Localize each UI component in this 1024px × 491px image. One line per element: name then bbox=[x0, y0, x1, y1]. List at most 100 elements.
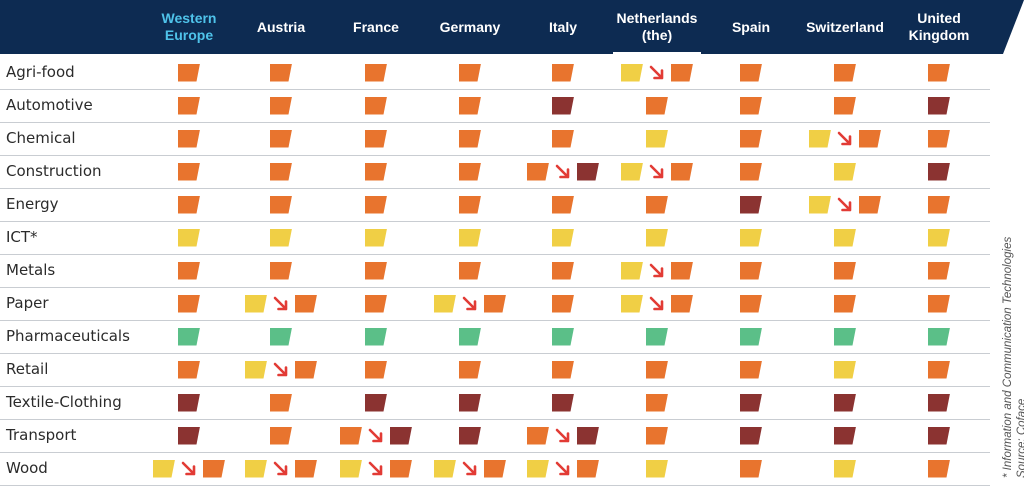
column-header-6: Spain bbox=[731, 18, 771, 35]
sector-label: Textile-Clothing bbox=[6, 393, 122, 411]
downgrade-arrow-icon bbox=[181, 461, 196, 475]
risk-cell bbox=[450, 419, 490, 452]
column-header-8: United Kingdom bbox=[908, 10, 970, 43]
risk-marker-very-high bbox=[740, 195, 762, 214]
risk-cell bbox=[508, 452, 618, 485]
risk-cell bbox=[169, 188, 209, 221]
side-footnotes: * Information and Communication Technolo… bbox=[1001, 237, 1024, 478]
risk-marker-medium bbox=[178, 228, 200, 247]
risk-cell bbox=[261, 254, 301, 287]
risk-cell bbox=[543, 320, 583, 353]
risk-marker-high bbox=[270, 129, 292, 148]
sector-label: Chemical bbox=[6, 129, 76, 147]
risk-cell bbox=[825, 155, 865, 188]
column-header-5: Netherlands (the) bbox=[611, 0, 703, 54]
risk-cell bbox=[637, 221, 677, 254]
risk-cell bbox=[637, 353, 677, 386]
risk-marker-high bbox=[295, 459, 317, 478]
risk-marker-very-high bbox=[178, 426, 200, 445]
risk-marker-high bbox=[552, 129, 574, 148]
sector-label: Transport bbox=[6, 426, 77, 444]
risk-marker-low bbox=[552, 327, 574, 346]
risk-marker-high bbox=[365, 63, 387, 82]
risk-cell bbox=[450, 89, 490, 122]
risk-cell bbox=[356, 122, 396, 155]
downgrade-arrow-icon bbox=[555, 164, 570, 178]
risk-cell bbox=[356, 56, 396, 89]
risk-marker-medium bbox=[527, 459, 549, 478]
risk-marker-high bbox=[577, 459, 599, 478]
sector-label: ICT* bbox=[6, 228, 38, 246]
column-header-4: Italy bbox=[548, 18, 577, 35]
risk-marker-high bbox=[365, 360, 387, 379]
downgrade-arrow-icon bbox=[273, 461, 288, 475]
risk-cell bbox=[825, 89, 865, 122]
risk-marker-medium bbox=[245, 360, 267, 379]
risk-cell bbox=[731, 353, 771, 386]
risk-cell bbox=[919, 353, 959, 386]
sector-row: Energy bbox=[0, 188, 990, 222]
column-header-2: France bbox=[353, 18, 399, 35]
risk-cell bbox=[356, 353, 396, 386]
risk-marker-very-high bbox=[459, 426, 481, 445]
risk-cell bbox=[261, 221, 301, 254]
risk-cell bbox=[731, 287, 771, 320]
risk-cell bbox=[169, 89, 209, 122]
risk-marker-high bbox=[270, 63, 292, 82]
risk-cell bbox=[169, 287, 209, 320]
column-header-3: Germany bbox=[439, 18, 501, 35]
sector-label: Pharmaceuticals bbox=[6, 327, 130, 345]
risk-marker-low bbox=[459, 327, 481, 346]
risk-cell bbox=[169, 221, 209, 254]
risk-marker-high bbox=[552, 261, 574, 280]
risk-marker-high bbox=[834, 63, 856, 82]
risk-marker-high bbox=[178, 162, 200, 181]
risk-cell bbox=[169, 122, 209, 155]
downgrade-arrow-icon bbox=[649, 263, 664, 277]
risk-cell bbox=[919, 452, 959, 485]
risk-marker-high bbox=[365, 96, 387, 115]
risk-marker-high bbox=[178, 360, 200, 379]
risk-cell bbox=[790, 188, 900, 221]
risk-cell bbox=[450, 155, 490, 188]
risk-cell bbox=[261, 155, 301, 188]
risk-cell bbox=[169, 320, 209, 353]
risk-marker-high bbox=[552, 195, 574, 214]
risk-marker-high bbox=[552, 294, 574, 313]
risk-marker-low bbox=[646, 327, 668, 346]
risk-marker-high bbox=[646, 393, 668, 412]
risk-marker-medium bbox=[646, 129, 668, 148]
risk-cell bbox=[450, 221, 490, 254]
risk-cell bbox=[261, 122, 301, 155]
risk-marker-medium bbox=[834, 162, 856, 181]
risk-cell bbox=[637, 386, 677, 419]
sector-row: Textile-Clothing bbox=[0, 386, 990, 420]
risk-cell bbox=[356, 221, 396, 254]
sector-row: Automotive bbox=[0, 89, 990, 123]
risk-cell bbox=[415, 287, 525, 320]
risk-cell bbox=[919, 386, 959, 419]
risk-marker-high bbox=[740, 129, 762, 148]
risk-marker-medium bbox=[834, 360, 856, 379]
risk-marker-high bbox=[859, 129, 881, 148]
risk-cell bbox=[919, 56, 959, 89]
risk-marker-high bbox=[740, 459, 762, 478]
sector-row: Agri-food bbox=[0, 56, 990, 90]
downgrade-arrow-icon bbox=[649, 296, 664, 310]
risk-marker-high bbox=[459, 360, 481, 379]
risk-marker-medium bbox=[809, 195, 831, 214]
risk-cell bbox=[790, 122, 900, 155]
risk-cell bbox=[261, 89, 301, 122]
risk-marker-medium bbox=[646, 459, 668, 478]
risk-cell bbox=[731, 188, 771, 221]
risk-cell bbox=[637, 419, 677, 452]
risk-cell bbox=[169, 155, 209, 188]
risk-cell bbox=[169, 353, 209, 386]
risk-cell bbox=[134, 452, 244, 485]
risk-marker-medium bbox=[809, 129, 831, 148]
risk-marker-medium bbox=[621, 162, 643, 181]
risk-marker-low bbox=[928, 327, 950, 346]
risk-cell bbox=[450, 254, 490, 287]
risk-cell bbox=[543, 221, 583, 254]
downgrade-arrow-icon bbox=[368, 461, 383, 475]
